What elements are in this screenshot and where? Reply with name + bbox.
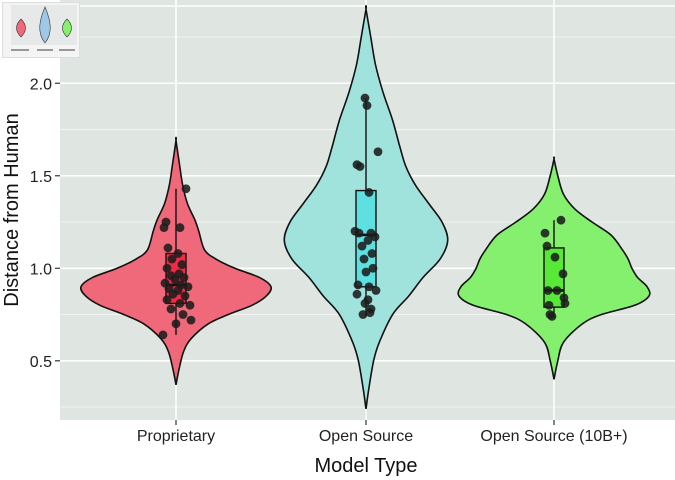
x-tick-label: Open Source — [319, 428, 413, 445]
data-point — [185, 300, 195, 310]
data-point — [543, 286, 553, 295]
y-tick-label: 2.0 — [30, 76, 52, 93]
data-point — [170, 274, 180, 284]
data-point — [364, 188, 374, 197]
data-point — [540, 228, 550, 238]
y-axis-title: Distance from Human — [1, 113, 23, 306]
data-point — [175, 299, 185, 308]
data-point — [364, 282, 374, 292]
data-point — [168, 289, 178, 299]
data-point — [354, 228, 364, 238]
data-point — [357, 241, 367, 251]
data-point — [361, 267, 371, 277]
data-point — [360, 299, 370, 308]
data-point — [162, 295, 172, 305]
y-tick-label: 0.5 — [30, 354, 52, 371]
data-point — [544, 300, 554, 310]
data-point — [560, 299, 570, 308]
data-point — [362, 101, 372, 110]
data-point — [542, 241, 552, 251]
data-point — [179, 273, 189, 282]
data-point — [360, 93, 370, 103]
data-point — [365, 308, 375, 318]
data-point — [163, 243, 173, 253]
data-point — [175, 223, 185, 232]
data-point — [181, 184, 191, 194]
data-point — [353, 280, 363, 290]
data-point — [158, 330, 168, 340]
x-axis-title: Model Type — [314, 455, 417, 477]
data-point — [178, 310, 188, 319]
data-point — [177, 260, 187, 269]
data-point — [558, 269, 568, 279]
data-point — [159, 223, 169, 232]
data-point — [183, 282, 193, 292]
data-point — [352, 289, 362, 299]
data-point — [358, 310, 368, 319]
data-point — [370, 232, 380, 242]
data-point — [180, 291, 190, 301]
data-point — [550, 252, 560, 262]
data-point — [173, 249, 183, 258]
data-point — [367, 249, 377, 258]
data-point — [371, 286, 381, 295]
data-point — [186, 315, 196, 325]
data-point — [166, 304, 176, 314]
data-point — [552, 286, 562, 295]
data-point — [373, 147, 383, 157]
data-point — [359, 254, 369, 264]
x-tick-label: Open Source (10B+) — [480, 428, 627, 445]
data-point — [547, 311, 557, 321]
x-tick-label: Proprietary — [137, 428, 215, 445]
data-point — [171, 319, 181, 329]
thumbnail-image — [2, 2, 80, 58]
data-point — [167, 254, 177, 264]
y-tick-label: 1.0 — [30, 261, 52, 278]
data-point — [368, 263, 378, 273]
data-point — [363, 236, 373, 245]
y-tick-label: 1.5 — [30, 169, 52, 186]
data-point — [162, 263, 172, 273]
data-point — [355, 162, 365, 171]
data-point — [556, 215, 566, 225]
